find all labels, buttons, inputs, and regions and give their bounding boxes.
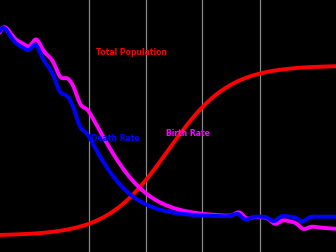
- Text: Death Rate: Death Rate: [91, 134, 139, 143]
- Text: Birth Rate: Birth Rate: [166, 129, 210, 138]
- Text: Total Population: Total Population: [96, 48, 167, 57]
